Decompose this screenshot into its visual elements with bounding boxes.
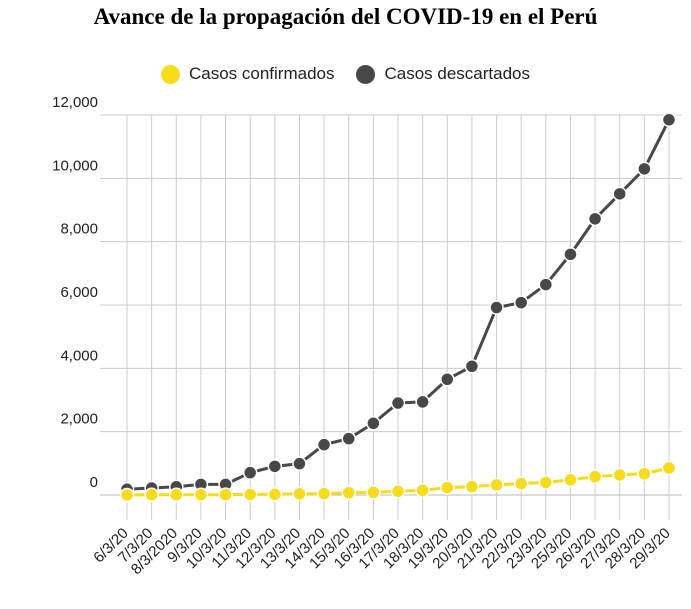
data-point bbox=[415, 483, 430, 498]
data-point bbox=[440, 480, 455, 495]
data-point bbox=[366, 416, 381, 431]
data-point bbox=[341, 431, 356, 446]
legend-marker-confirmados bbox=[160, 64, 180, 84]
data-point bbox=[563, 247, 578, 262]
data-point bbox=[292, 486, 307, 502]
legend-item-confirmados[interactable]: Casos confirmados bbox=[160, 64, 335, 84]
data-point bbox=[440, 372, 455, 387]
data-point bbox=[169, 487, 184, 503]
legend-label: Casos confirmados bbox=[188, 64, 335, 83]
y-tick-label: 12,000 bbox=[52, 94, 98, 111]
y-tick-label: 8,000 bbox=[60, 221, 98, 238]
legend-item-descartados[interactable]: Casos descartados bbox=[356, 64, 530, 84]
data-point bbox=[538, 277, 554, 292]
data-point bbox=[341, 485, 356, 501]
data-point bbox=[242, 465, 258, 480]
y-tick-label: 6,000 bbox=[60, 284, 98, 301]
data-point bbox=[661, 112, 677, 127]
y-tick-label: 4,000 bbox=[60, 347, 98, 364]
data-point bbox=[292, 456, 307, 471]
data-point bbox=[637, 161, 652, 177]
data-point bbox=[563, 472, 578, 488]
data-point bbox=[612, 186, 627, 202]
data-point bbox=[267, 459, 283, 474]
data-point bbox=[464, 359, 480, 374]
data-point bbox=[242, 487, 258, 502]
data-point bbox=[612, 467, 627, 483]
y-tick-label: 10,000 bbox=[52, 157, 98, 174]
legend: Casos confirmados Casos descartados bbox=[0, 64, 691, 84]
data-point bbox=[119, 487, 135, 503]
data-point bbox=[316, 486, 332, 501]
data-point bbox=[464, 479, 480, 494]
data-point bbox=[390, 395, 406, 411]
chart-title: Avance de la propagación del COVID-19 en… bbox=[93, 4, 598, 29]
data-point bbox=[489, 477, 504, 493]
data-point bbox=[193, 487, 209, 502]
data-point bbox=[587, 469, 603, 484]
data-point bbox=[489, 300, 504, 315]
data-point bbox=[513, 295, 529, 310]
data-point bbox=[390, 484, 406, 499]
data-point bbox=[316, 437, 332, 452]
y-tick-label: 2,000 bbox=[60, 411, 98, 428]
data-point bbox=[661, 460, 677, 476]
data-point bbox=[267, 487, 283, 502]
legend-marker-descartados bbox=[356, 64, 376, 84]
data-point bbox=[366, 485, 381, 500]
y-tick-label: 0 bbox=[90, 474, 98, 491]
data-point bbox=[587, 211, 603, 227]
data-point bbox=[144, 487, 159, 503]
legend-label: Casos descartados bbox=[384, 64, 531, 83]
data-point bbox=[513, 476, 529, 491]
data-point bbox=[538, 475, 554, 490]
data-point bbox=[218, 487, 233, 502]
data-point bbox=[637, 466, 652, 482]
data-point bbox=[415, 394, 430, 410]
